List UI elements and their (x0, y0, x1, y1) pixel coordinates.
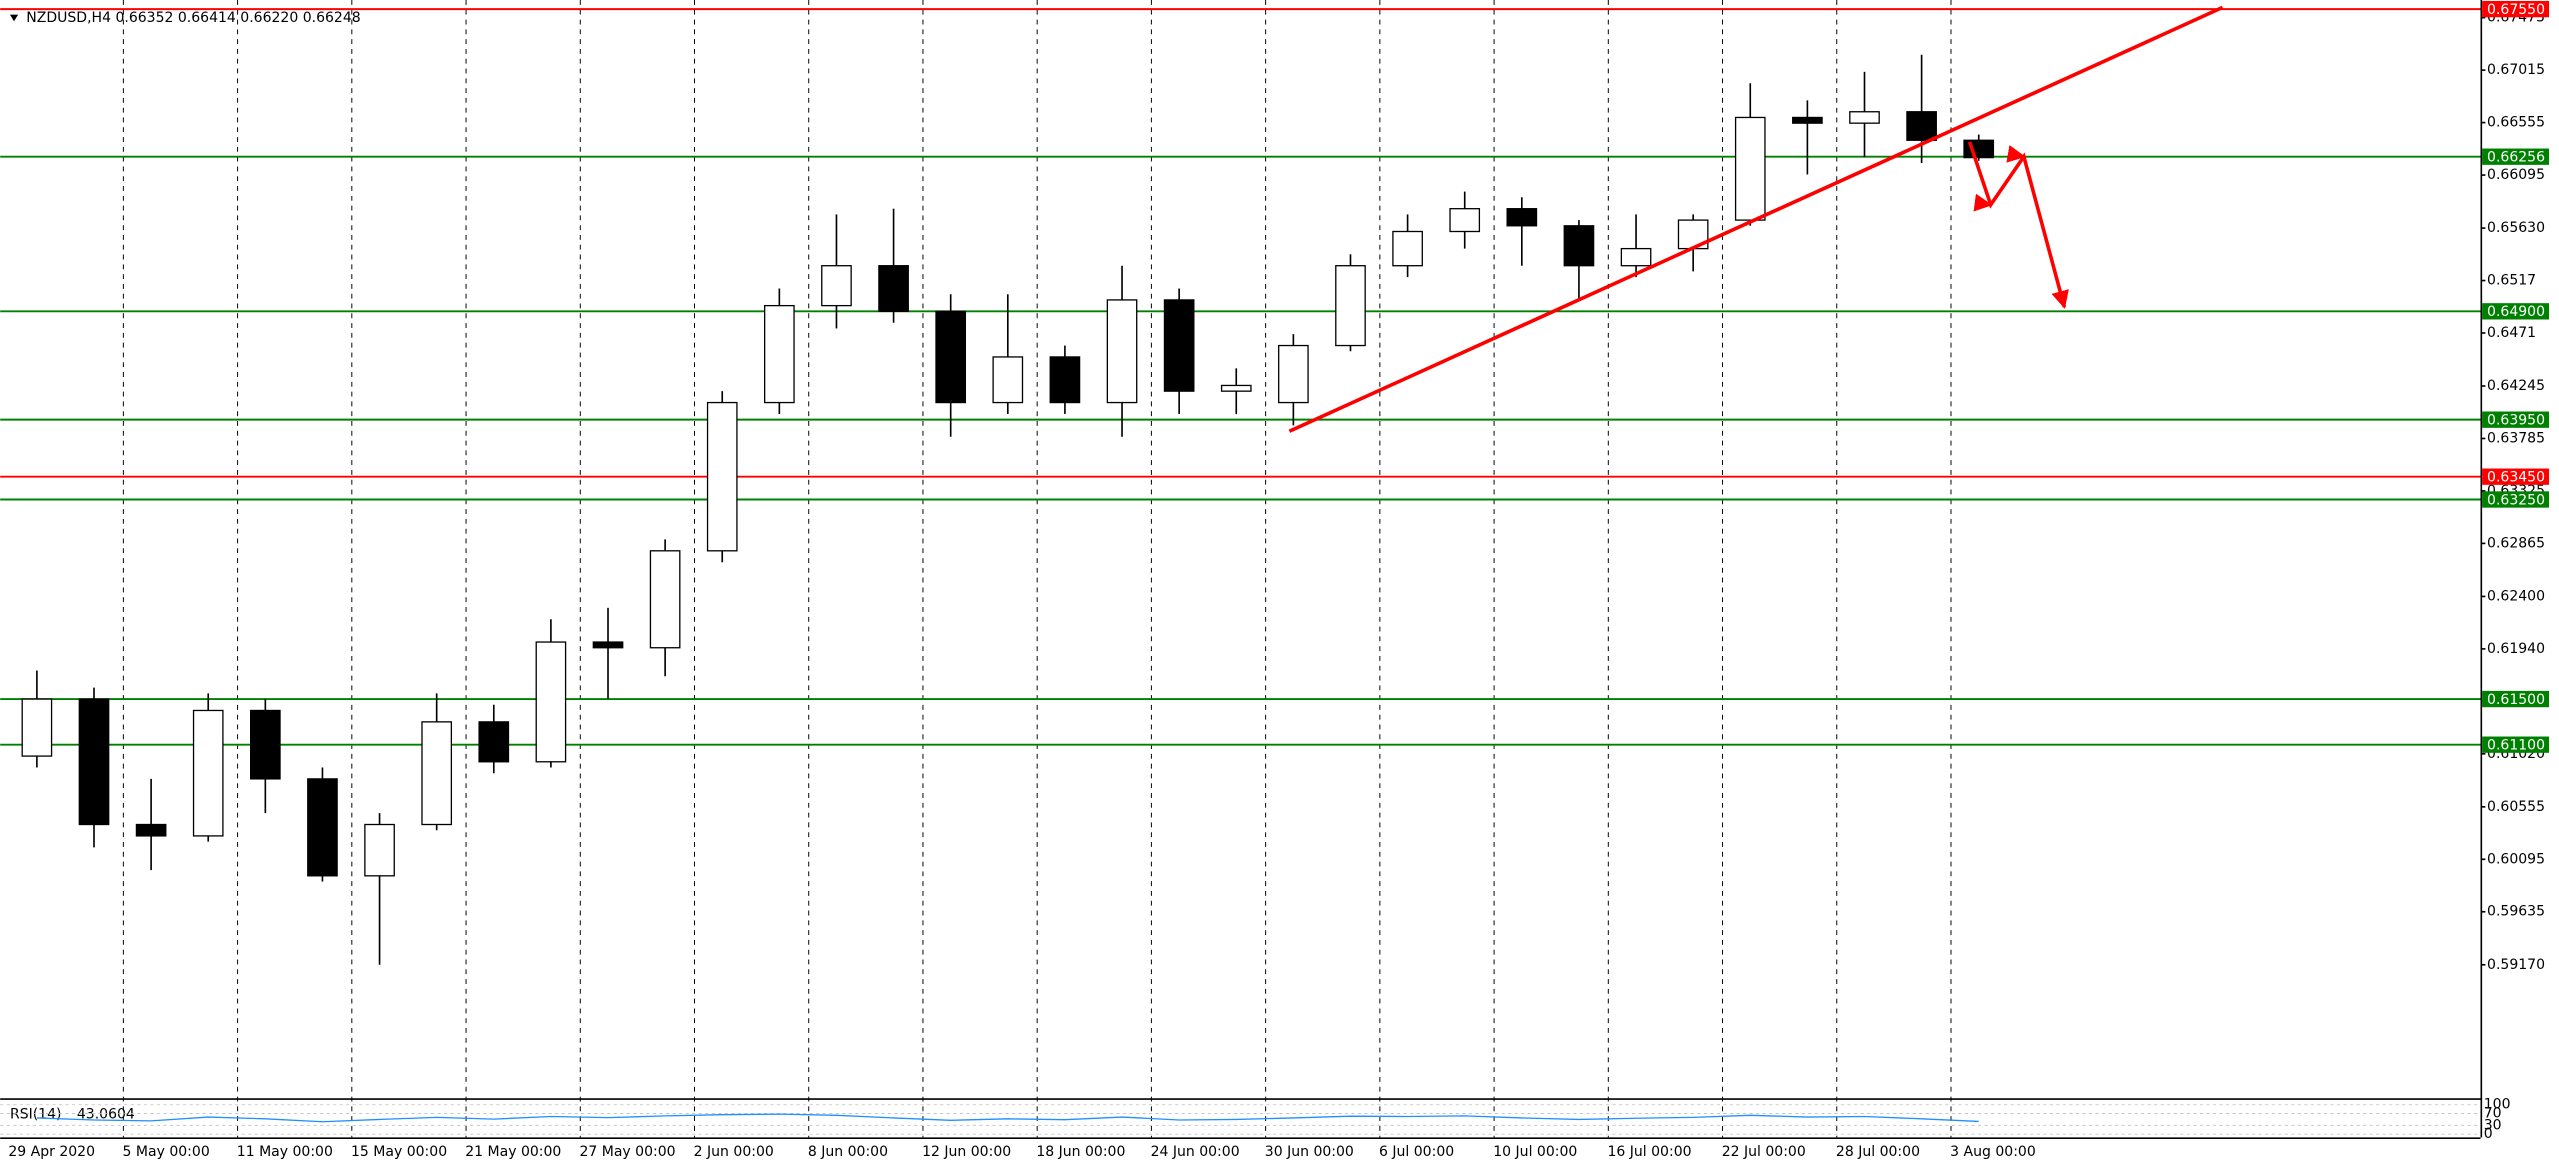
x-tick-label: 24 Jun 00:00 (1151, 1144, 1240, 1160)
level-label: 0.63450 (2487, 470, 2545, 486)
candle-body (1849, 111, 1880, 124)
x-tick-label: 6 Jul 00:00 (1379, 1144, 1454, 1160)
level-label: 0.66256 (2487, 150, 2545, 166)
level-label: 0.63950 (2487, 412, 2545, 428)
x-tick-label: 21 May 00:00 (465, 1144, 561, 1160)
rsi-tick-label: 30 (2484, 1117, 2502, 1133)
x-tick-label: 2 Jun 00:00 (694, 1144, 774, 1160)
candle-body (1906, 111, 1937, 141)
y-tick-label: 0.60095 (2487, 851, 2545, 867)
x-tick-label: 12 Jun 00:00 (922, 1144, 1011, 1160)
x-tick-label: 10 Jul 00:00 (1493, 1144, 1577, 1160)
y-tick-label: 0.66555 (2487, 115, 2545, 131)
y-tick-label: 0.66095 (2487, 167, 2545, 183)
candle-body (821, 265, 852, 307)
x-tick-label: 16 Jul 00:00 (1607, 1144, 1691, 1160)
level-label-box (2482, 491, 2550, 508)
candle-body (1734, 116, 1766, 221)
chart-title: NZDUSD,H4 0.66352 0.66414 0.66220 0.6624… (26, 10, 360, 26)
x-tick-label: 27 May 00:00 (579, 1144, 675, 1160)
menu-arrow (9, 14, 19, 22)
level-label-box (2482, 468, 2550, 485)
level-label: 0.63250 (2487, 492, 2545, 508)
candle-body (249, 709, 281, 780)
y-tick-label: 0.64245 (2487, 378, 2545, 394)
y-tick-label: 0.61940 (2487, 641, 2545, 657)
y-tick-label: 0.65630 (2487, 220, 2545, 236)
level-label-box (2482, 736, 2550, 753)
candle-body (764, 304, 795, 404)
level-label: 0.61500 (2487, 692, 2545, 708)
x-tick-label: 8 Jun 00:00 (808, 1144, 888, 1160)
x-tick-label: 18 Jun 00:00 (1036, 1144, 1125, 1160)
level-label-box (2482, 690, 2550, 708)
candle-body (135, 823, 167, 837)
candle-body (1392, 230, 1423, 267)
level-label-box (2482, 303, 2550, 320)
level-label: 0.61100 (2487, 737, 2545, 753)
x-tick-label: 29 Apr 2020 (8, 1144, 95, 1160)
rsi-title: RSI(14) (10, 1107, 62, 1123)
level-label: 0.64900 (2487, 304, 2545, 320)
candle-body (192, 709, 224, 837)
y-tick-label: 0.63785 (2487, 430, 2545, 446)
y-tick-label: 0.6517 (2487, 273, 2536, 289)
candle-body (649, 550, 681, 649)
y-tick-label: 0.60555 (2487, 799, 2545, 815)
candle-body (1220, 384, 1252, 392)
candle-body (878, 265, 909, 312)
candle-body (1506, 208, 1538, 227)
rsi-tick-label: 100 (2484, 1097, 2511, 1113)
x-tick-label: 22 Jul 00:00 (1722, 1144, 1806, 1160)
level-label-box (2482, 0, 2550, 18)
candle-body (478, 721, 510, 763)
candle-body (935, 310, 967, 404)
y-tick-label: 0.62865 (2487, 535, 2545, 551)
rsi-line (36, 1113, 1979, 1123)
level-label: 0.67550 (2487, 2, 2545, 18)
y-tick-label: 0.59635 (2487, 904, 2545, 920)
candle-body (1335, 265, 1366, 347)
level-label-box (2482, 148, 2550, 165)
candle-body (1049, 356, 1081, 404)
candle-body (706, 401, 738, 552)
candle-body (1563, 225, 1595, 267)
candle-body (307, 778, 338, 877)
candle-body (992, 356, 1024, 404)
candle-body (592, 641, 624, 649)
candle-body (78, 698, 110, 826)
x-tick-label: 15 May 00:00 (351, 1144, 447, 1160)
rsi-tick-label: 0 (2484, 1126, 2493, 1142)
y-tick-label: 0.6471 (2487, 325, 2536, 341)
x-tick-label: 3 Aug 00:00 (1950, 1144, 2036, 1160)
y-tick-label: 0.67015 (2487, 62, 2545, 78)
trendline (1288, 5, 2224, 433)
rsi-value: 43.0604 (77, 1107, 135, 1123)
candle-body (535, 641, 567, 763)
candle-body (421, 721, 453, 826)
x-tick-label: 30 Jun 00:00 (1265, 1144, 1354, 1160)
level-label-box (2482, 411, 2550, 428)
candle-body (364, 823, 395, 877)
candle-body (21, 698, 53, 757)
x-tick-label: 5 May 00:00 (123, 1144, 210, 1160)
candle-body (1792, 116, 1823, 124)
candle-body (1163, 299, 1195, 392)
candle-body (1620, 247, 1652, 267)
y-tick-label: 0.59170 (2487, 957, 2545, 973)
x-tick-label: 11 May 00:00 (237, 1144, 333, 1160)
rsi-tick-label: 70 (2484, 1106, 2502, 1122)
y-tick-label: 0.62400 (2487, 588, 2545, 604)
x-tick-label: 28 Jul 00:00 (1836, 1144, 1920, 1160)
candle-body (1106, 299, 1138, 404)
candle-body (1449, 208, 1481, 233)
candle-body (1278, 344, 1309, 404)
forecast-arrow (1967, 141, 2069, 309)
